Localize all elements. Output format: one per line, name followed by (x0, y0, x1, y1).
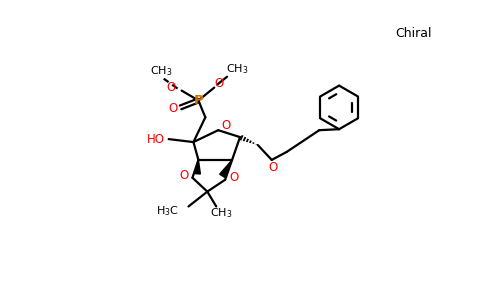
Text: CH$_3$: CH$_3$ (150, 64, 172, 78)
Text: O: O (214, 77, 224, 90)
Text: O: O (229, 171, 239, 184)
Text: O: O (179, 169, 188, 182)
Polygon shape (195, 160, 200, 174)
Text: CH$_3$: CH$_3$ (226, 62, 248, 76)
Text: O: O (168, 102, 177, 115)
Text: H$_3$C: H$_3$C (156, 205, 179, 218)
Text: CH$_3$: CH$_3$ (210, 206, 232, 220)
Text: HO: HO (147, 133, 165, 146)
Text: P: P (194, 94, 203, 107)
Text: O: O (268, 161, 277, 174)
Text: Chiral: Chiral (395, 27, 432, 40)
Text: O: O (166, 81, 176, 94)
Text: O: O (222, 119, 231, 132)
Polygon shape (220, 160, 232, 177)
